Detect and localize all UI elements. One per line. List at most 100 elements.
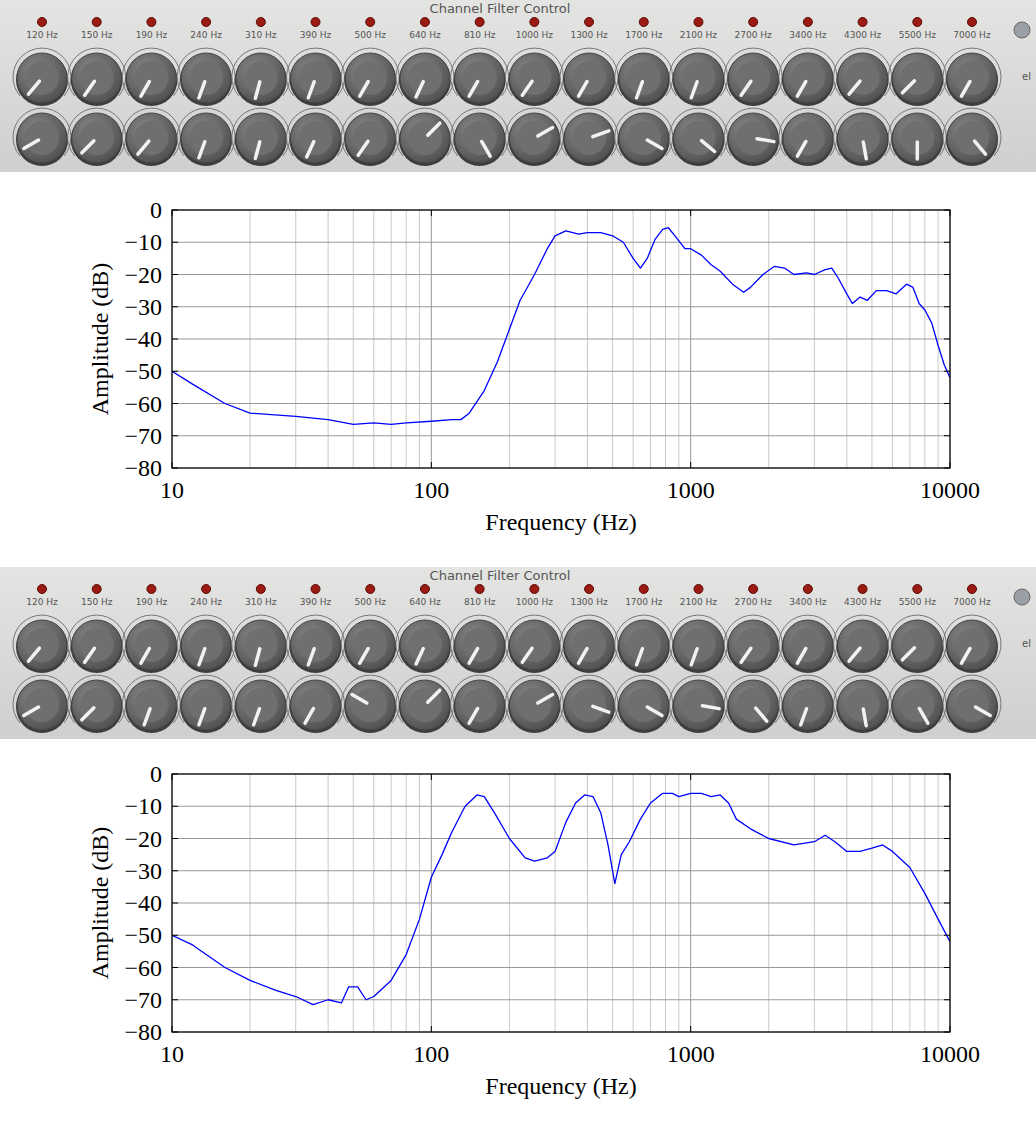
- led: [147, 585, 156, 594]
- knob: [177, 675, 235, 733]
- knob-cap: [517, 61, 551, 95]
- tick: [172, 371, 178, 372]
- tick: [944, 403, 950, 404]
- knob: [834, 675, 892, 733]
- knob-body: [17, 680, 67, 730]
- knob-cap: [408, 121, 442, 155]
- tick-label: −70: [124, 423, 162, 449]
- tick-label: −30: [124, 858, 162, 884]
- tick-label: −80: [124, 1019, 162, 1045]
- tick-label: −80: [124, 455, 162, 481]
- knob-pointer: [141, 648, 150, 663]
- knob-pointer: [975, 707, 990, 716]
- tick: [944, 242, 950, 243]
- tick: [944, 435, 950, 436]
- led: [585, 585, 594, 594]
- knob-body: [126, 680, 176, 730]
- knob-shadow: [891, 54, 943, 106]
- tick-label: −60: [124, 955, 162, 981]
- knob-pointer: [254, 709, 260, 725]
- knob-body: [291, 680, 341, 730]
- led: [366, 18, 375, 27]
- knob-body: [947, 53, 997, 103]
- led: [475, 585, 484, 594]
- led: [858, 585, 867, 594]
- knob-cap: [900, 688, 934, 722]
- knob: [13, 615, 71, 673]
- knob-cap: [353, 628, 387, 662]
- knob-shadow: [837, 114, 889, 166]
- knob-shadow: [454, 114, 506, 166]
- tick: [172, 435, 178, 436]
- tick: [172, 210, 178, 211]
- knob-pointer: [863, 142, 866, 159]
- knob-body: [673, 620, 723, 670]
- tick-label: −50: [124, 922, 162, 948]
- channel-label: 2700 Hz: [735, 30, 773, 40]
- channel-label: 2100 Hz: [680, 597, 718, 607]
- grid-line: [172, 838, 950, 839]
- channel-label: 190 Hz: [136, 597, 168, 607]
- knob-shadow: [16, 54, 68, 106]
- knob-body: [17, 53, 67, 103]
- knob-shadow: [125, 621, 177, 673]
- knob-body: [947, 620, 997, 670]
- knob-cap: [189, 628, 223, 662]
- knob: [505, 48, 563, 106]
- tick-label: −40: [124, 326, 162, 352]
- knob: [888, 615, 946, 673]
- knob-cap: [627, 61, 661, 95]
- tick: [944, 774, 950, 775]
- page: Channel Filter Controlel120 Hz150 Hz190 …: [0, 0, 1036, 1124]
- knob-cap: [572, 121, 606, 155]
- channel-label: 2100 Hz: [680, 30, 718, 40]
- knob-body: [345, 113, 395, 163]
- tick-label: 100: [413, 477, 449, 503]
- knob-pointer: [24, 707, 39, 716]
- knob-body: [728, 680, 778, 730]
- tick-label: 1000: [667, 477, 715, 503]
- knob-shadow: [508, 621, 560, 673]
- knob-cap: [627, 688, 661, 722]
- knob-body: [400, 53, 450, 103]
- frame: [172, 774, 950, 1032]
- tick: [690, 774, 691, 780]
- knob-cap: [299, 121, 333, 155]
- knob-shadow: [235, 54, 287, 106]
- grid-line: [172, 435, 950, 436]
- tick: [431, 1026, 432, 1032]
- knob-body: [400, 680, 450, 730]
- knob-body: [564, 53, 614, 103]
- knob: [779, 48, 837, 106]
- tick: [172, 339, 178, 340]
- knob-cap: [353, 61, 387, 95]
- knob-pointer: [85, 81, 95, 95]
- knob-cap: [736, 688, 770, 722]
- knob: [779, 615, 837, 673]
- knob: [122, 675, 180, 733]
- knob-body: [72, 620, 122, 670]
- knob-pointer: [416, 649, 423, 664]
- knob-shadow: [344, 621, 396, 673]
- led: [803, 585, 812, 594]
- tick: [944, 870, 950, 871]
- axis-title: Amplitude (dB): [87, 263, 113, 416]
- knob-pointer: [24, 140, 39, 149]
- led: [38, 18, 47, 27]
- knob: [287, 615, 345, 673]
- led: [420, 585, 429, 594]
- led: [968, 18, 977, 27]
- channel-label: 150 Hz: [81, 597, 113, 607]
- tick-label: 100: [413, 1041, 449, 1067]
- knob-pointer: [797, 648, 806, 663]
- knob-pointer: [691, 82, 697, 98]
- channel-label: 190 Hz: [136, 30, 168, 40]
- tick: [944, 967, 950, 968]
- knob-cap: [900, 628, 934, 662]
- knob-pointer: [255, 142, 259, 158]
- knob-body: [455, 113, 505, 163]
- led: [913, 585, 922, 594]
- knob: [724, 615, 782, 673]
- knob: [779, 108, 837, 166]
- tick: [950, 1026, 951, 1032]
